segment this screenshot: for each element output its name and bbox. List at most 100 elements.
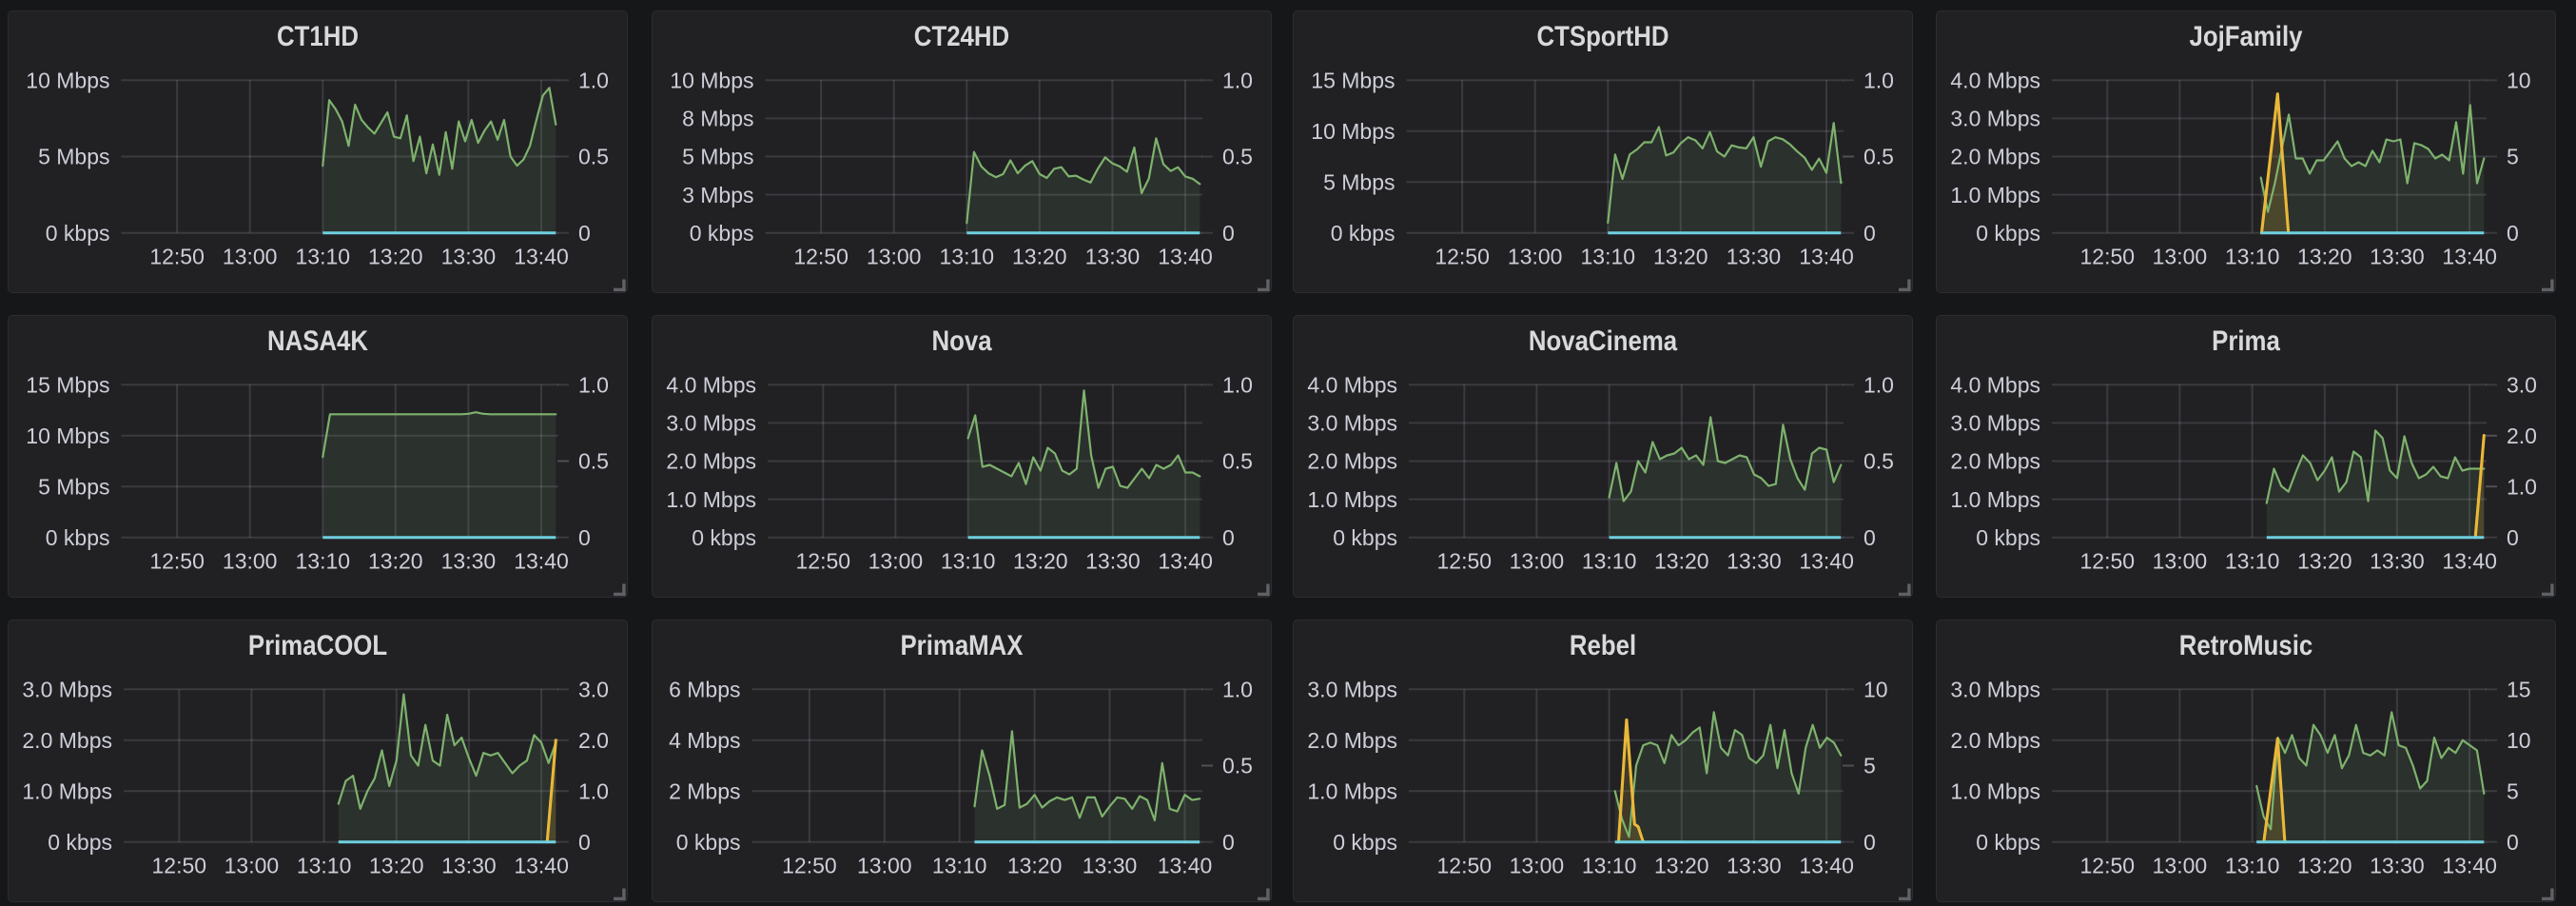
- svg-text:0.5: 0.5: [578, 145, 609, 169]
- svg-text:13:00: 13:00: [223, 245, 278, 269]
- svg-text:0.5: 0.5: [1222, 754, 1253, 778]
- svg-text:13:20: 13:20: [1013, 549, 1068, 574]
- svg-text:13:20: 13:20: [2297, 854, 2352, 878]
- svg-text:13:30: 13:30: [441, 549, 497, 574]
- svg-text:2.0 Mbps: 2.0 Mbps: [22, 728, 112, 753]
- svg-text:0: 0: [2507, 525, 2519, 550]
- svg-text:1.0 Mbps: 1.0 Mbps: [1950, 183, 2040, 207]
- svg-text:0 kbps: 0 kbps: [46, 525, 110, 550]
- svg-text:1.0: 1.0: [2507, 474, 2537, 499]
- svg-text:2 Mbps: 2 Mbps: [669, 778, 740, 803]
- svg-text:13:10: 13:10: [1581, 854, 1636, 878]
- svg-text:4.0 Mbps: 4.0 Mbps: [1307, 373, 1397, 398]
- svg-text:13:10: 13:10: [939, 245, 994, 269]
- svg-text:3.0 Mbps: 3.0 Mbps: [1307, 411, 1397, 436]
- svg-text:5: 5: [2507, 778, 2519, 803]
- svg-text:2.0 Mbps: 2.0 Mbps: [1307, 449, 1397, 474]
- svg-text:13:40: 13:40: [1799, 245, 1854, 269]
- svg-text:0: 0: [578, 830, 591, 855]
- svg-text:13:30: 13:30: [1726, 245, 1781, 269]
- svg-text:13:30: 13:30: [1084, 245, 1140, 269]
- svg-text:15 Mbps: 15 Mbps: [26, 373, 109, 398]
- svg-text:12:50: 12:50: [149, 549, 205, 574]
- svg-text:13:30: 13:30: [2370, 854, 2425, 878]
- svg-text:2.0 Mbps: 2.0 Mbps: [1307, 728, 1397, 753]
- svg-text:10 Mbps: 10 Mbps: [1311, 119, 1395, 144]
- svg-text:10 Mbps: 10 Mbps: [26, 69, 109, 93]
- svg-text:0: 0: [1222, 830, 1235, 855]
- svg-text:13:40: 13:40: [1157, 854, 1212, 878]
- svg-text:1.0 Mbps: 1.0 Mbps: [666, 487, 756, 512]
- svg-text:12:50: 12:50: [149, 245, 205, 269]
- svg-text:13:10: 13:10: [297, 854, 352, 878]
- svg-text:0 kbps: 0 kbps: [1976, 830, 2040, 855]
- svg-text:13:30: 13:30: [1727, 854, 1782, 878]
- svg-text:13:40: 13:40: [514, 854, 569, 878]
- svg-text:13:10: 13:10: [940, 549, 995, 574]
- svg-text:13:00: 13:00: [2152, 854, 2207, 878]
- svg-text:5: 5: [1864, 754, 1876, 778]
- svg-text:10: 10: [2507, 69, 2531, 93]
- svg-text:10: 10: [2507, 728, 2531, 753]
- svg-text:13:40: 13:40: [1799, 549, 1854, 574]
- svg-text:12:50: 12:50: [795, 549, 850, 574]
- svg-text:0.5: 0.5: [578, 449, 609, 474]
- svg-text:8 Mbps: 8 Mbps: [682, 107, 753, 131]
- svg-text:13:30: 13:30: [1727, 549, 1782, 574]
- svg-text:13:30: 13:30: [2370, 245, 2425, 269]
- svg-text:2.0 Mbps: 2.0 Mbps: [666, 449, 756, 474]
- svg-text:13:20: 13:20: [2297, 549, 2352, 574]
- svg-text:12:50: 12:50: [2079, 854, 2135, 878]
- svg-text:13:10: 13:10: [1580, 245, 1635, 269]
- svg-text:3.0 Mbps: 3.0 Mbps: [1950, 678, 2040, 702]
- svg-text:1.0: 1.0: [578, 69, 609, 93]
- svg-text:13:00: 13:00: [2152, 549, 2207, 574]
- svg-text:1.0: 1.0: [1222, 373, 1253, 398]
- svg-text:0 kbps: 0 kbps: [1976, 221, 2040, 246]
- svg-text:5 Mbps: 5 Mbps: [682, 145, 753, 169]
- svg-text:10 Mbps: 10 Mbps: [670, 69, 753, 93]
- svg-text:3 Mbps: 3 Mbps: [682, 183, 753, 207]
- svg-text:0: 0: [1864, 830, 1876, 855]
- svg-text:12:50: 12:50: [2079, 549, 2135, 574]
- svg-text:13:00: 13:00: [1509, 854, 1564, 878]
- svg-text:13:10: 13:10: [2224, 245, 2279, 269]
- svg-text:13:00: 13:00: [224, 854, 280, 878]
- svg-text:13:10: 13:10: [2224, 549, 2279, 574]
- svg-text:13:40: 13:40: [1158, 245, 1213, 269]
- svg-text:10: 10: [1864, 678, 1888, 702]
- svg-text:0 kbps: 0 kbps: [689, 221, 753, 246]
- svg-text:12:50: 12:50: [1434, 245, 1490, 269]
- svg-text:13:40: 13:40: [2442, 245, 2497, 269]
- svg-text:13:00: 13:00: [857, 854, 912, 878]
- svg-text:1.0 Mbps: 1.0 Mbps: [1307, 487, 1397, 512]
- svg-text:12:50: 12:50: [2079, 245, 2135, 269]
- svg-text:13:10: 13:10: [931, 854, 986, 878]
- svg-text:13:20: 13:20: [1654, 549, 1709, 574]
- svg-text:13:00: 13:00: [223, 549, 278, 574]
- svg-text:1.0 Mbps: 1.0 Mbps: [1950, 778, 2040, 803]
- svg-text:13:40: 13:40: [2442, 549, 2497, 574]
- svg-text:0 kbps: 0 kbps: [1333, 525, 1397, 550]
- svg-text:3.0 Mbps: 3.0 Mbps: [666, 411, 756, 436]
- svg-text:0: 0: [1222, 525, 1235, 550]
- svg-text:1.0: 1.0: [1864, 373, 1894, 398]
- svg-text:10 Mbps: 10 Mbps: [26, 423, 109, 448]
- svg-text:1.0: 1.0: [1222, 678, 1253, 702]
- svg-text:0.5: 0.5: [1222, 145, 1253, 169]
- svg-text:3.0: 3.0: [2507, 373, 2537, 398]
- svg-text:13:20: 13:20: [1653, 245, 1708, 269]
- svg-text:13:20: 13:20: [1006, 854, 1062, 878]
- svg-text:0: 0: [578, 525, 591, 550]
- svg-text:4.0 Mbps: 4.0 Mbps: [666, 373, 756, 398]
- svg-text:1.0 Mbps: 1.0 Mbps: [22, 778, 112, 803]
- svg-text:0 kbps: 0 kbps: [48, 830, 112, 855]
- svg-text:13:20: 13:20: [2297, 245, 2352, 269]
- svg-text:5 Mbps: 5 Mbps: [1323, 169, 1395, 194]
- svg-text:13:10: 13:10: [296, 549, 351, 574]
- svg-text:2.0 Mbps: 2.0 Mbps: [1950, 449, 2040, 474]
- svg-text:2.0 Mbps: 2.0 Mbps: [1950, 145, 2040, 169]
- svg-text:13:00: 13:00: [1507, 245, 1562, 269]
- svg-text:13:20: 13:20: [368, 549, 423, 574]
- svg-text:13:20: 13:20: [1012, 245, 1067, 269]
